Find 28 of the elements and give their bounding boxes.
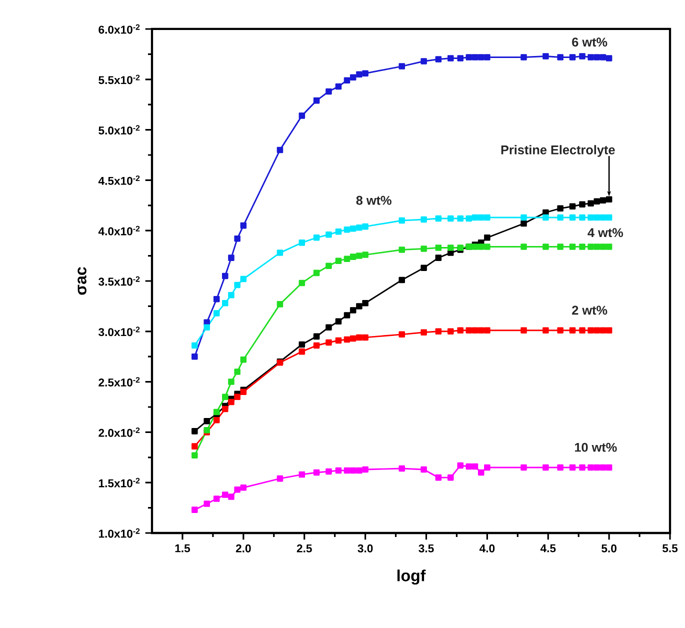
y-tick-label: 4.5x10$^{-2}$ <box>98 175 140 185</box>
y-tick-label: 5.0x10$^{-2}$ <box>98 125 140 134</box>
x-tick-label: 5.0 <box>602 544 616 552</box>
y-tick-label: 4.0x10$^{-2}$ <box>98 226 140 236</box>
y-tick-label: 6.0x10$^{-2}$ <box>98 24 140 34</box>
x-tick-label: 2.5 <box>296 544 312 552</box>
y-tick-label: 1.0x10$^{-2}$ <box>98 528 140 538</box>
y-axis-title: σac <box>78 267 86 295</box>
x-tick-label: 5.5 <box>662 544 678 552</box>
x-tick-label: 1.5 <box>175 544 190 552</box>
x-tick-label: 3.0 <box>358 544 373 552</box>
text: Pristine Electrolyte <box>501 145 615 157</box>
y-tick-label: 2.0x10$^{-2}$ <box>98 427 140 437</box>
x-tick-label: 3.5 <box>418 544 434 552</box>
series-label: 4 wt% <box>588 228 624 238</box>
series-label: 2 wt% <box>572 306 608 315</box>
x-tick-label: 4.0 <box>479 544 495 552</box>
series-label: 6 wt% <box>572 38 608 47</box>
series-label: 10 wt% <box>574 442 617 452</box>
y-tick-label: 3.5x10$^{-2}$ <box>98 276 140 286</box>
x-tick-label: 4.5 <box>540 544 556 552</box>
y-tick-label: 5.5x10$^{-2}$ <box>98 74 140 84</box>
y-tick-label: 3.0x10$^{-2}$ <box>98 326 140 336</box>
x-tick-label: 2.0 <box>236 544 251 552</box>
series-label: 8 wt% <box>356 196 392 205</box>
x-axis-title: logf <box>397 570 426 585</box>
y-tick-label: 1.5x10$^{-2}$ <box>98 478 140 488</box>
y-tick-label: 2.5x10$^{-2}$ <box>98 377 140 386</box>
